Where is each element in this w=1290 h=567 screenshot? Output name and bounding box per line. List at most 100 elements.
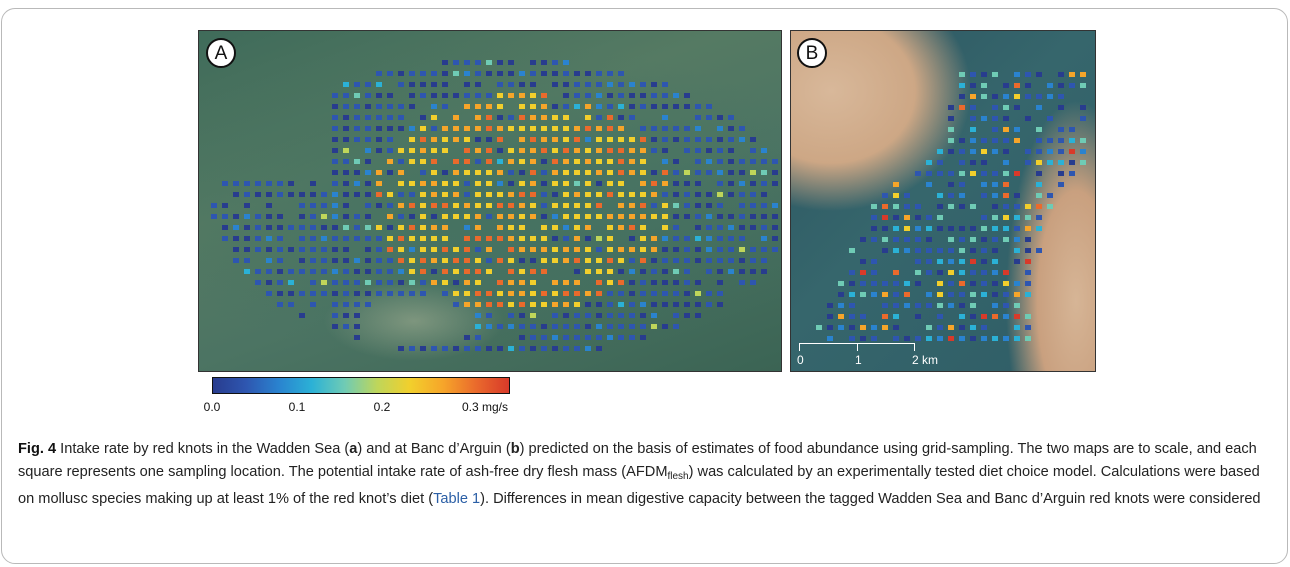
- sampling-square: [662, 115, 668, 120]
- sampling-square: [640, 159, 646, 164]
- sampling-square: [420, 126, 426, 131]
- sampling-square: [651, 214, 657, 219]
- sampling-square: [728, 148, 734, 153]
- sampling-square: [607, 258, 613, 263]
- sampling-square: [365, 214, 371, 219]
- sampling-square: [1058, 105, 1064, 110]
- sampling-square: [1025, 160, 1031, 165]
- sampling-square: [596, 269, 602, 274]
- sampling-square: [684, 258, 690, 263]
- sampling-square: [519, 214, 525, 219]
- sampling-square: [442, 247, 448, 252]
- sampling-square: [926, 259, 932, 264]
- sampling-square: [772, 159, 778, 164]
- sampling-square: [959, 171, 965, 176]
- sampling-square: [464, 335, 470, 340]
- sampling-square: [981, 83, 987, 88]
- sampling-square: [937, 193, 943, 198]
- sampling-square: [475, 335, 481, 340]
- sampling-square: [1003, 171, 1009, 176]
- sampling-square: [530, 159, 536, 164]
- sampling-square: [937, 259, 943, 264]
- sampling-square: [541, 192, 547, 197]
- sampling-square: [651, 258, 657, 263]
- sampling-square: [244, 192, 250, 197]
- sampling-square: [497, 71, 503, 76]
- sampling-square: [519, 82, 525, 87]
- sampling-square: [607, 280, 613, 285]
- sampling-square: [354, 126, 360, 131]
- sampling-square: [1014, 215, 1020, 220]
- sampling-square: [332, 214, 338, 219]
- sampling-square: [706, 236, 712, 241]
- sampling-square: [970, 83, 976, 88]
- sampling-square: [673, 302, 679, 307]
- sampling-square: [695, 159, 701, 164]
- sampling-square: [948, 270, 954, 275]
- sampling-square: [343, 104, 349, 109]
- sampling-square: [519, 335, 525, 340]
- sampling-square: [596, 181, 602, 186]
- sampling-square: [673, 258, 679, 263]
- sampling-square: [827, 303, 833, 308]
- sampling-square: [596, 302, 602, 307]
- sampling-square: [926, 270, 932, 275]
- sampling-square: [530, 214, 536, 219]
- figure-frame: [1, 8, 1288, 564]
- sampling-square: [431, 115, 437, 120]
- sampling-square: [420, 247, 426, 252]
- sampling-square: [662, 126, 668, 131]
- sampling-square: [717, 247, 723, 252]
- sampling-square: [519, 346, 525, 351]
- sampling-square: [508, 302, 514, 307]
- sampling-square: [398, 203, 404, 208]
- sampling-square: [497, 148, 503, 153]
- sampling-square: [585, 214, 591, 219]
- table-1-link[interactable]: Table 1: [433, 491, 481, 507]
- sampling-square: [244, 269, 250, 274]
- sampling-square: [585, 258, 591, 263]
- sampling-square: [530, 126, 536, 131]
- sampling-square: [871, 336, 877, 341]
- sampling-square: [728, 225, 734, 230]
- sampling-square: [409, 82, 415, 87]
- sampling-square: [508, 280, 514, 285]
- sampling-square: [563, 104, 569, 109]
- sampling-square: [585, 236, 591, 241]
- sampling-square: [574, 71, 580, 76]
- sampling-square: [1080, 138, 1086, 143]
- sampling-square: [409, 71, 415, 76]
- sampling-square: [607, 192, 613, 197]
- sampling-square: [761, 159, 767, 164]
- sampling-square: [409, 280, 415, 285]
- sampling-square: [354, 236, 360, 241]
- sampling-square: [508, 313, 514, 318]
- sampling-square: [552, 115, 558, 120]
- sampling-square: [442, 269, 448, 274]
- sampling-square: [706, 247, 712, 252]
- sampling-square: [431, 269, 437, 274]
- sampling-square: [640, 247, 646, 252]
- sampling-square: [849, 248, 855, 253]
- sampling-square: [343, 236, 349, 241]
- sampling-square: [1014, 237, 1020, 242]
- sampling-square: [585, 71, 591, 76]
- sampling-square: [497, 324, 503, 329]
- sampling-square: [530, 280, 536, 285]
- sampling-square: [530, 291, 536, 296]
- caption-text-4: ) was calculated by an experimentally te…: [18, 463, 1260, 508]
- sampling-square: [706, 203, 712, 208]
- sampling-square: [310, 225, 316, 230]
- sampling-square: [772, 225, 778, 230]
- sampling-square: [772, 247, 778, 252]
- sampling-square: [563, 291, 569, 296]
- sampling-square: [838, 281, 844, 286]
- sampling-square: [442, 126, 448, 131]
- sampling-square: [442, 60, 448, 65]
- sampling-square: [486, 247, 492, 252]
- sampling-square: [519, 181, 525, 186]
- sampling-square: [640, 280, 646, 285]
- sampling-square: [739, 181, 745, 186]
- sampling-square: [849, 270, 855, 275]
- sampling-square: [343, 181, 349, 186]
